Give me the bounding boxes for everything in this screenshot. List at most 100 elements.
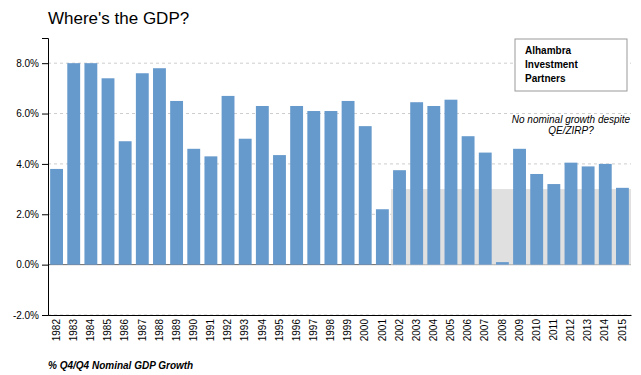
- logo-text: Investment: [525, 59, 578, 70]
- bar: [84, 63, 97, 264]
- tick-label: 2005: [445, 319, 456, 342]
- bar: [67, 63, 80, 264]
- tick-label: 2001: [377, 319, 388, 342]
- bar: [479, 153, 492, 265]
- tick-label: -2.0%: [13, 310, 39, 321]
- bar: [513, 149, 526, 265]
- tick-label: 2003: [411, 319, 422, 342]
- tick-label: 2014: [599, 319, 610, 342]
- bar: [50, 169, 63, 265]
- tick-label: 0.0%: [16, 259, 39, 270]
- tick: 2.0%: [16, 209, 48, 220]
- tick: 1990: [188, 315, 199, 341]
- bar: [204, 156, 217, 264]
- tick-label: 1999: [342, 319, 353, 342]
- tick-label: 2006: [462, 319, 473, 342]
- bar: [290, 106, 303, 265]
- tick-mark: [42, 265, 48, 266]
- tick-label: 1995: [274, 319, 285, 342]
- bar: [616, 188, 629, 265]
- tick: 1995: [274, 315, 285, 341]
- tick: 1993: [239, 315, 250, 341]
- annotation: No nominal growth despiteQE/ZIRP?: [512, 114, 631, 137]
- tick: 2003: [411, 315, 422, 341]
- tick: 1987: [137, 315, 148, 341]
- tick: 1989: [171, 315, 182, 341]
- tick-label: 1988: [154, 319, 165, 342]
- bar: [582, 166, 595, 264]
- tick-label: 1998: [325, 319, 336, 342]
- tick: 1996: [291, 315, 302, 341]
- tick-mark: [42, 114, 48, 115]
- tick-label: 1983: [68, 319, 79, 342]
- tick-label: 2009: [514, 319, 525, 342]
- tick: 1998: [325, 315, 336, 341]
- bar: [359, 126, 372, 265]
- bar: [530, 174, 543, 265]
- bar: [342, 101, 355, 265]
- tick-label: 2004: [428, 319, 439, 342]
- tick-mark: [42, 214, 48, 215]
- x-axis: 1982198319841985198619871988198919901991…: [49, 315, 632, 341]
- tick-mark: [42, 315, 48, 316]
- tick: -2.0%: [13, 310, 48, 321]
- tick: 2005: [445, 315, 456, 341]
- bar: [599, 164, 612, 265]
- tick-label: 4.0%: [16, 159, 39, 170]
- bar: [153, 68, 166, 264]
- logo-text: Alhambra: [525, 45, 572, 56]
- tick: 6.0%: [16, 108, 48, 119]
- tick: 4.0%: [16, 159, 48, 170]
- tick: 1997: [308, 315, 319, 341]
- bar: [496, 262, 509, 265]
- tick: 1985: [102, 315, 113, 341]
- tick-label: 1996: [291, 319, 302, 342]
- tick-label: 1987: [137, 319, 148, 342]
- tick: 8.0%: [16, 58, 48, 69]
- tick: 1983: [68, 315, 79, 341]
- bar: [445, 100, 458, 265]
- tick-label: 1984: [85, 319, 96, 342]
- tick-mark: [42, 63, 48, 64]
- tick: 2009: [514, 315, 525, 341]
- grid-line: [48, 315, 631, 316]
- bar: [187, 149, 200, 265]
- tick-label: 1997: [308, 319, 319, 342]
- tick-label: 2013: [582, 319, 593, 342]
- tick: 2000: [359, 315, 370, 341]
- bar: [119, 141, 132, 264]
- tick-label: 1993: [239, 319, 250, 342]
- tick: 2015: [617, 315, 628, 341]
- tick-label: 1982: [51, 319, 62, 342]
- grid-line: [48, 163, 631, 164]
- tick-label: 1994: [257, 319, 268, 342]
- bar: [222, 96, 235, 265]
- bar: [462, 136, 475, 264]
- tick-label: 2.0%: [16, 209, 39, 220]
- tick-label: 2010: [531, 319, 542, 342]
- tick: 1982: [51, 315, 62, 341]
- tick-label: 1990: [188, 319, 199, 342]
- bar: [307, 111, 320, 265]
- axis-label: % Q4/Q4 Nominal GDP Growth: [48, 360, 193, 371]
- tick: 2012: [565, 315, 576, 341]
- tick: 1984: [85, 315, 96, 341]
- bar: [427, 106, 440, 265]
- tick: 1988: [154, 315, 165, 341]
- bar: [565, 163, 578, 265]
- tick: 1986: [119, 315, 130, 341]
- plot-area: -2.0% 0.0% 2.0% 4.0% 6.0% 8.0% 1982 1983 1984 198…: [13, 39, 632, 342]
- tick: 2001: [377, 315, 388, 341]
- tick: 1992: [222, 315, 233, 341]
- logo-text: Partners: [525, 73, 566, 84]
- marks: [50, 63, 631, 264]
- tick-label: 2000: [359, 319, 370, 342]
- axis-line: [49, 315, 632, 316]
- tick-label: 1986: [119, 319, 130, 342]
- tick: 2010: [531, 315, 542, 341]
- bar: [256, 106, 269, 265]
- bar: [273, 155, 286, 265]
- tick-mark: [42, 164, 48, 165]
- shaded-region: [391, 189, 631, 265]
- chart: -2.0% 0.0% 2.0% 4.0% 6.0% 8.0% 1982 1983 1984 198…: [0, 0, 641, 375]
